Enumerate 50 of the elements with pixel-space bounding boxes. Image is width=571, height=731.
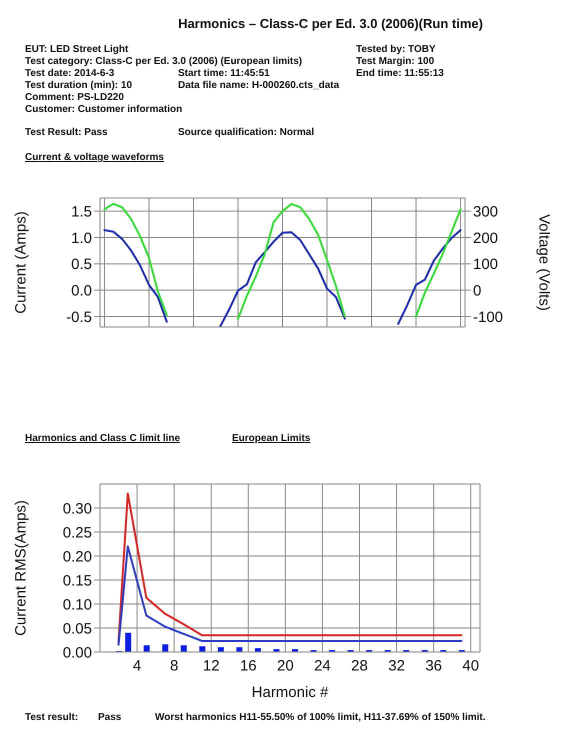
x-tick-label: 24 (314, 658, 331, 675)
chart-subtitle: European Limits (232, 433, 310, 444)
y2-tick-label: 300 (473, 203, 498, 220)
x-axis-title: Harmonic # (252, 684, 329, 701)
y-tick-label: 0.0 (71, 282, 92, 300)
text: Test category: Class-C per Ed. 3.0 (2006) (European limits) (25, 56, 302, 67)
y-axis-title: Current (Amps) (12, 211, 30, 314)
x-tick-label: 12 (202, 658, 220, 675)
text: Test result: (25, 712, 78, 723)
chart-title: Harmonics – Class-C per Ed. 3.0 (2006)(Run time) (177, 16, 484, 31)
chart-subtitle: Current & voltage waveforms (25, 152, 164, 163)
text: Comment: PS-LD220 (25, 92, 124, 103)
text: Worst harmonics H11-55.50% of 100% limit, H11-37.69% of 150% limit. (155, 712, 486, 723)
text: Start time: 11:45:51 (178, 68, 270, 79)
y2-tick-label: 200 (473, 230, 498, 247)
y2-tick-label: 100 (473, 256, 498, 274)
y-axis-title: Current RMS(Amps) (12, 500, 30, 636)
y-tick-label: 0.25 (62, 524, 92, 542)
y2-tick-label: -100 (473, 308, 504, 326)
y-tick-label: 0.30 (62, 500, 92, 518)
chart-title: Harmonics and Class C limit line (25, 433, 180, 444)
text: EUT: LED Street Light (25, 44, 128, 55)
x-tick-label: 28 (351, 658, 368, 675)
y-tick-label: 0.15 (62, 572, 92, 590)
x-tick-label: 4 (132, 658, 142, 675)
y-tick-label: -0.5 (66, 308, 92, 326)
text: Tested by: TOBY (356, 44, 436, 55)
y2-tick-label: 0 (473, 282, 482, 300)
text: Pass (98, 712, 122, 723)
x-tick-label: 8 (170, 658, 178, 675)
text: Test date: 2014-6-3 (25, 68, 114, 79)
x-tick-label: 36 (425, 658, 442, 675)
text: End time: 11:55:13 (356, 68, 444, 79)
text: Data file name: H-000260.cts_data (178, 80, 340, 91)
y-tick-label: 0.00 (62, 644, 92, 662)
x-tick-label: 20 (277, 658, 294, 675)
y-tick-label: 0.20 (62, 548, 92, 566)
x-tick-label: 40 (462, 658, 480, 675)
text: Test duration (min): 10 (25, 80, 132, 91)
x-tick-label: 16 (240, 658, 257, 675)
text: Test Result: Pass (25, 127, 108, 138)
text: Customer: Customer information (25, 104, 182, 115)
y-tick-label: 0.10 (62, 596, 92, 614)
y-tick-label: 1.0 (71, 230, 92, 247)
x-tick-label: 32 (388, 658, 405, 675)
y-tick-label: 0.5 (71, 256, 92, 274)
source-note: Source qualification: Normal (178, 127, 314, 138)
y-tick-label: 1.5 (71, 203, 92, 220)
y-tick-label: 0.05 (62, 620, 92, 638)
text: Test Margin: 100 (356, 56, 434, 67)
